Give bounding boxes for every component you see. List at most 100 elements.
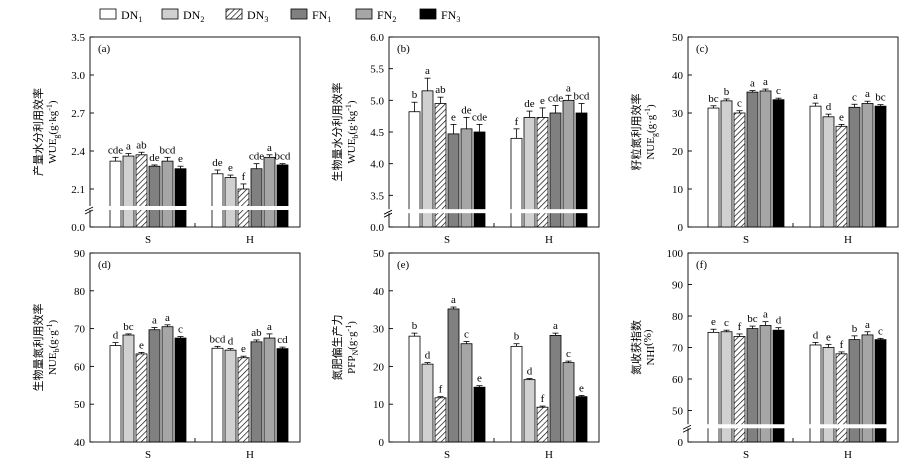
significance-letter: d xyxy=(527,365,533,377)
y-tick-label: 20 xyxy=(373,361,385,373)
bar xyxy=(720,100,733,228)
bar xyxy=(211,347,224,443)
x-tick-label: S xyxy=(444,449,450,461)
legend-label: FN1 xyxy=(312,8,331,24)
bar xyxy=(148,165,161,228)
significance-letter: d xyxy=(776,315,782,327)
y-tick-label: 30 xyxy=(373,324,385,336)
chart-legend: DN1 DN2 DN3 FN1 FN2 FN3 xyxy=(99,8,460,24)
significance-letter: e xyxy=(477,373,482,385)
x-tick-label: H xyxy=(844,234,852,246)
bar xyxy=(250,341,263,443)
legend-swatch xyxy=(419,8,437,20)
significance-letter: c xyxy=(776,85,781,97)
significance-letter: c xyxy=(464,328,469,340)
significance-letter: c xyxy=(566,348,571,360)
bar xyxy=(510,345,523,443)
significance-letter: a xyxy=(763,309,768,321)
bar xyxy=(835,125,848,228)
significance-letter: e xyxy=(228,162,233,174)
significance-letter: cd xyxy=(277,334,288,346)
significance-letter: cde xyxy=(108,144,123,156)
y-tick-label: 60 xyxy=(672,374,684,386)
significance-letter: a xyxy=(126,141,131,153)
x-tick-label: S xyxy=(743,234,749,246)
bar xyxy=(809,105,822,228)
significance-letter: b xyxy=(412,89,418,101)
significance-letter: b xyxy=(852,323,858,335)
significance-letter: bc xyxy=(747,313,758,325)
y-axis-label-cn: 生物量水分利用效率 xyxy=(330,83,344,182)
x-tick-label: S xyxy=(145,234,151,246)
y-tick-label: 40 xyxy=(672,70,684,82)
legend-swatch xyxy=(355,8,373,20)
legend-swatch xyxy=(161,8,179,20)
legend-label: FN2 xyxy=(377,8,396,24)
significance-letter: ab xyxy=(251,327,262,339)
significance-letter: e xyxy=(178,153,183,165)
significance-letter: e xyxy=(839,111,844,123)
legend-swatch xyxy=(290,8,308,20)
bar xyxy=(733,112,746,228)
y-tick-label: 10 xyxy=(672,184,684,196)
y-tick-label: 5.0 xyxy=(370,95,384,107)
y-tick-label: 2.1 xyxy=(71,184,85,196)
bar xyxy=(276,164,289,228)
bar xyxy=(536,406,549,443)
significance-letter: f xyxy=(242,171,246,183)
significance-letter: a xyxy=(813,90,818,102)
panel-label: (b) xyxy=(397,43,410,55)
x-tick-label: H xyxy=(246,234,254,246)
y-tick-label: 3.5 xyxy=(71,32,85,44)
significance-letter: e xyxy=(540,95,545,107)
significance-letter: a xyxy=(750,78,755,90)
significance-letter: a xyxy=(451,294,456,306)
significance-letter: a xyxy=(267,142,272,154)
y-tick-label: 10 xyxy=(373,399,385,411)
y-tick-label: 30 xyxy=(672,108,684,120)
bar xyxy=(174,337,187,443)
significance-letter: ab xyxy=(435,84,446,96)
significance-letter: f xyxy=(439,384,443,396)
significance-letter: bcd xyxy=(574,91,590,103)
y-tick-label: 40 xyxy=(373,286,385,298)
significance-letter: d xyxy=(228,336,234,348)
y-tick-label: 0.0 xyxy=(71,222,85,234)
y-tick-label: 50 xyxy=(672,32,684,44)
significance-letter: c xyxy=(852,91,857,103)
y-axis-label-en: NHI(%) xyxy=(642,329,657,365)
significance-letter: c xyxy=(178,324,183,336)
axis-break-mark xyxy=(383,209,393,215)
y-tick-label: 90 xyxy=(672,280,684,292)
significance-letter: e xyxy=(139,339,144,351)
y-tick-label: 0 xyxy=(379,437,385,449)
significance-letter: a xyxy=(865,88,870,100)
y-tick-label: 90 xyxy=(74,248,86,260)
axis-break-mark xyxy=(383,212,393,218)
axis-break-mark xyxy=(84,209,94,215)
significance-letter: f xyxy=(541,393,545,405)
panel-label: (d) xyxy=(98,259,111,271)
bar xyxy=(575,396,588,443)
significance-letter: f xyxy=(738,321,742,333)
panel-label: (c) xyxy=(696,43,709,55)
bar xyxy=(746,91,759,228)
bar xyxy=(772,99,785,228)
y-tick-label: 3.5 xyxy=(370,190,384,202)
bar xyxy=(263,156,276,228)
bar xyxy=(562,99,575,228)
y-axis-label-cn: 生物量氮利用效率 xyxy=(31,304,45,392)
bar xyxy=(707,107,720,228)
y-tick-label: 70 xyxy=(74,324,86,336)
significance-letter: bc xyxy=(875,92,886,104)
significance-letter: a xyxy=(763,76,768,88)
y-tick-label: 50 xyxy=(672,406,684,418)
bar xyxy=(510,137,523,228)
legend-swatch xyxy=(99,8,117,20)
legend-label: DN3 xyxy=(247,8,268,24)
significance-letter: bc xyxy=(708,93,719,105)
y-tick-label: 50 xyxy=(373,248,385,260)
